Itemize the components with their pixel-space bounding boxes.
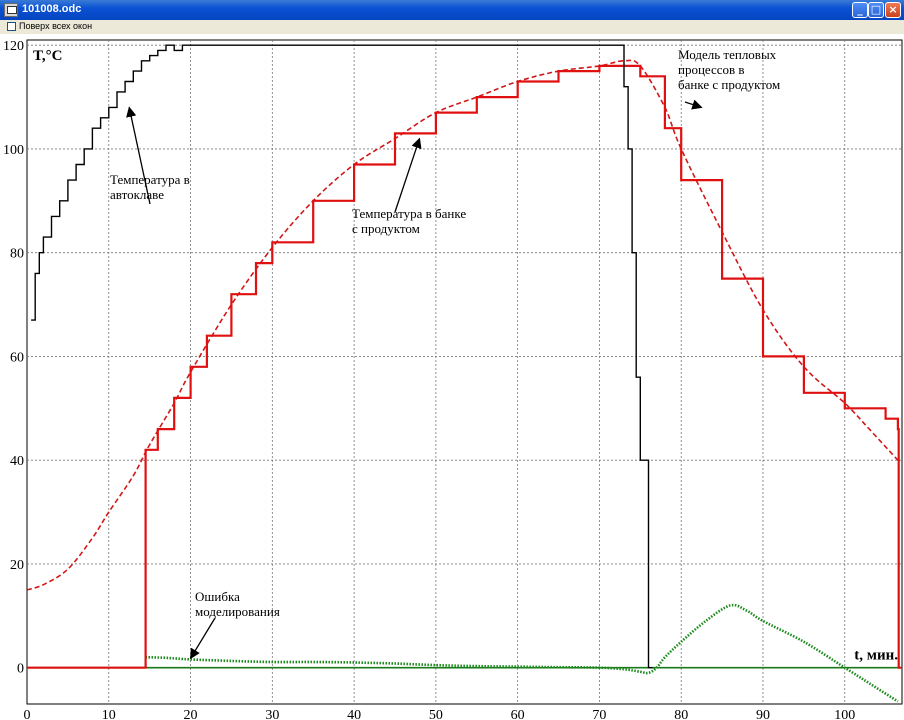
annotation-model-line: процессов в [678,62,745,77]
toolbar: Поверх всех окон [0,20,904,35]
y-tick-label: 80 [10,247,24,262]
x-tick-label: 30 [265,708,279,720]
y-tick-label: 60 [10,350,24,365]
chart-area: 0 10 20 30 40 50 60 70 80 90 100 0 20 40 60 80 100 120 Тем… [0,34,904,720]
x-tick-label: 60 [511,708,525,720]
series-product-line [27,64,902,669]
annotation-product-line: с продуктом [352,221,420,236]
annotation-product-line: Температура в банке [352,206,466,221]
x-tick-label: 90 [756,708,770,720]
close-button[interactable]: × [885,2,901,18]
x-tick-label: 80 [674,708,688,720]
annotation-model-line: банке с продуктом [678,77,780,92]
minimize-button[interactable]: _ [852,2,868,18]
plot-svg: 0 10 20 30 40 50 60 70 80 90 100 0 20 40 60 80 100 120 Тем… [3,39,903,720]
annotation-autoclave-line: Температура в [110,172,190,187]
y-axis-label: T,°C [33,48,62,64]
y-tick-label: 120 [3,39,24,54]
annotation-product-arrow [394,137,422,213]
maximize-button[interactable]: □ [868,2,884,18]
always-on-top-label[interactable]: Поверх всех окон [19,21,93,31]
x-axis-label: t, мин. [854,648,898,664]
x-tick-label: 20 [184,708,198,720]
series-model-line [26,59,899,591]
x-tick-label: 70 [592,708,606,720]
annotation-autoclave-arrow [126,106,151,205]
app-icon[interactable] [4,3,18,17]
x-tick-label: 10 [102,708,116,720]
window-title: 101008.odc [22,3,82,15]
annotation-model-line: Модель тепловых [678,47,777,62]
annotation-autoclave-line: автоклаве [110,187,164,202]
always-on-top-checkbox[interactable] [7,22,16,31]
annotation-error-line: Ошибка [195,589,240,604]
x-tick-label: 50 [429,708,443,720]
plot-frame [26,39,903,705]
y-tick-label: 0 [17,662,24,677]
x-tick-label: 0 [24,708,31,720]
annotation-model-arrow [684,99,703,110]
annotation-error-line: моделирования [195,604,280,619]
y-tick-label: 20 [10,558,24,573]
series-autoclave-line [31,44,653,669]
annotation-error-arrow [189,617,216,660]
x-tick-label: 40 [347,708,361,720]
window-title-bar: 101008.odc _ □ × [0,0,904,20]
series-error-line [145,603,899,703]
y-tick-label: 40 [10,454,24,469]
y-tick-label: 100 [3,143,24,158]
x-tick-label: 100 [834,708,855,720]
